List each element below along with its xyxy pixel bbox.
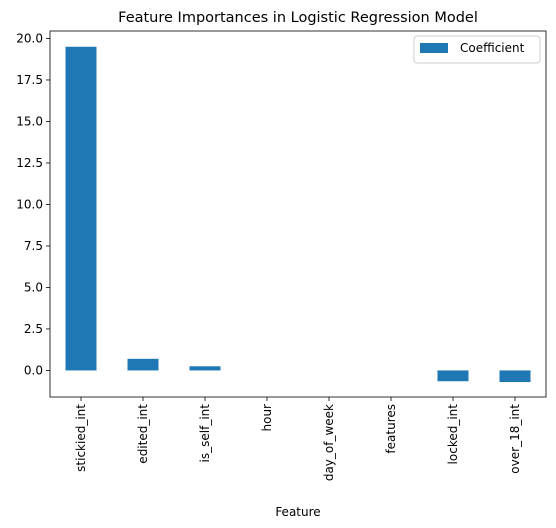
- bar-stickied-int: [65, 46, 97, 371]
- x-tick-label: edited_int: [136, 404, 150, 464]
- x-tick-label: stickied_int: [74, 404, 88, 472]
- plot-area-frame: [49, 30, 547, 398]
- y-tick-label: 5.0: [24, 281, 43, 295]
- y-axis-ticks: 0.0 2.5 5.0 7.5 10.0 12.5 15.0 17.5 20.0: [16, 32, 50, 378]
- x-tick-label: locked_int: [446, 404, 460, 465]
- legend: Coefficient: [413, 35, 541, 64]
- x-tick-label: features: [384, 404, 398, 454]
- y-tick-label: 7.5: [24, 239, 43, 253]
- x-axis-ticks: stickied_int edited_int is_self_int hour day…: [74, 397, 522, 481]
- x-tick-label: hour: [260, 404, 274, 432]
- x-tick-label: day_of_week: [322, 404, 336, 481]
- chart-title: Feature Importances in Logistic Regressi…: [118, 10, 478, 26]
- bar-is-self-int: [189, 366, 221, 371]
- bar-over-18-int: [499, 370, 531, 383]
- y-tick-label: 17.5: [16, 73, 43, 87]
- legend-label: Coefficient: [460, 41, 525, 55]
- legend-box: [413, 35, 541, 64]
- y-tick-label: 10.0: [16, 198, 43, 212]
- y-tick-label: 2.5: [24, 322, 43, 336]
- legend-swatch: [420, 43, 448, 53]
- bars-layer: [65, 46, 531, 383]
- y-tick-label: 20.0: [16, 32, 43, 46]
- y-tick-label: 15.0: [16, 115, 43, 129]
- y-tick-label: 12.5: [16, 156, 43, 170]
- x-tick-label: over_18_int: [508, 404, 522, 474]
- bar-edited-int: [127, 358, 159, 371]
- bar-locked-int: [437, 370, 469, 382]
- x-tick-label: is_self_int: [198, 404, 212, 463]
- y-tick-label: 0.0: [24, 364, 43, 378]
- x-axis-label: Feature: [275, 505, 320, 519]
